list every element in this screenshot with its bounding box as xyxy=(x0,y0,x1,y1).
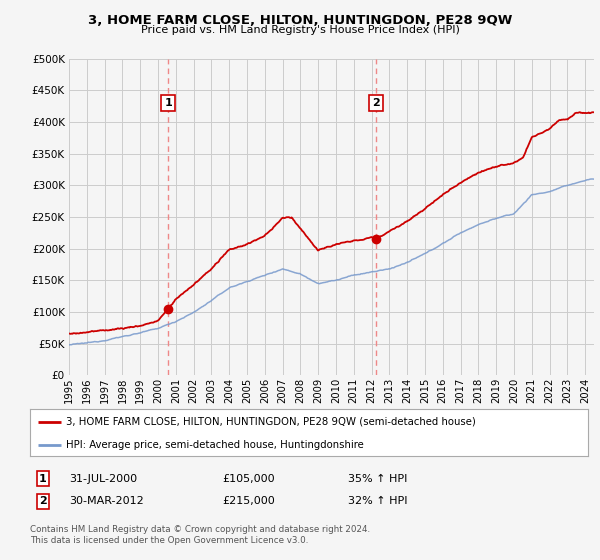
Text: 2: 2 xyxy=(39,496,47,506)
Text: HPI: Average price, semi-detached house, Huntingdonshire: HPI: Average price, semi-detached house,… xyxy=(66,440,364,450)
Text: Contains HM Land Registry data © Crown copyright and database right 2024.
This d: Contains HM Land Registry data © Crown c… xyxy=(30,525,370,545)
Text: £215,000: £215,000 xyxy=(222,496,275,506)
Text: 1: 1 xyxy=(39,474,47,484)
Text: £105,000: £105,000 xyxy=(222,474,275,484)
Text: 32% ↑ HPI: 32% ↑ HPI xyxy=(348,496,407,506)
Text: 3, HOME FARM CLOSE, HILTON, HUNTINGDON, PE28 9QW (semi-detached house): 3, HOME FARM CLOSE, HILTON, HUNTINGDON, … xyxy=(66,417,476,427)
Text: 1: 1 xyxy=(164,98,172,108)
Text: Price paid vs. HM Land Registry's House Price Index (HPI): Price paid vs. HM Land Registry's House … xyxy=(140,25,460,35)
Text: 31-JUL-2000: 31-JUL-2000 xyxy=(69,474,137,484)
Text: 2: 2 xyxy=(372,98,380,108)
Text: 35% ↑ HPI: 35% ↑ HPI xyxy=(348,474,407,484)
Text: 3, HOME FARM CLOSE, HILTON, HUNTINGDON, PE28 9QW: 3, HOME FARM CLOSE, HILTON, HUNTINGDON, … xyxy=(88,14,512,27)
Text: 30-MAR-2012: 30-MAR-2012 xyxy=(69,496,144,506)
